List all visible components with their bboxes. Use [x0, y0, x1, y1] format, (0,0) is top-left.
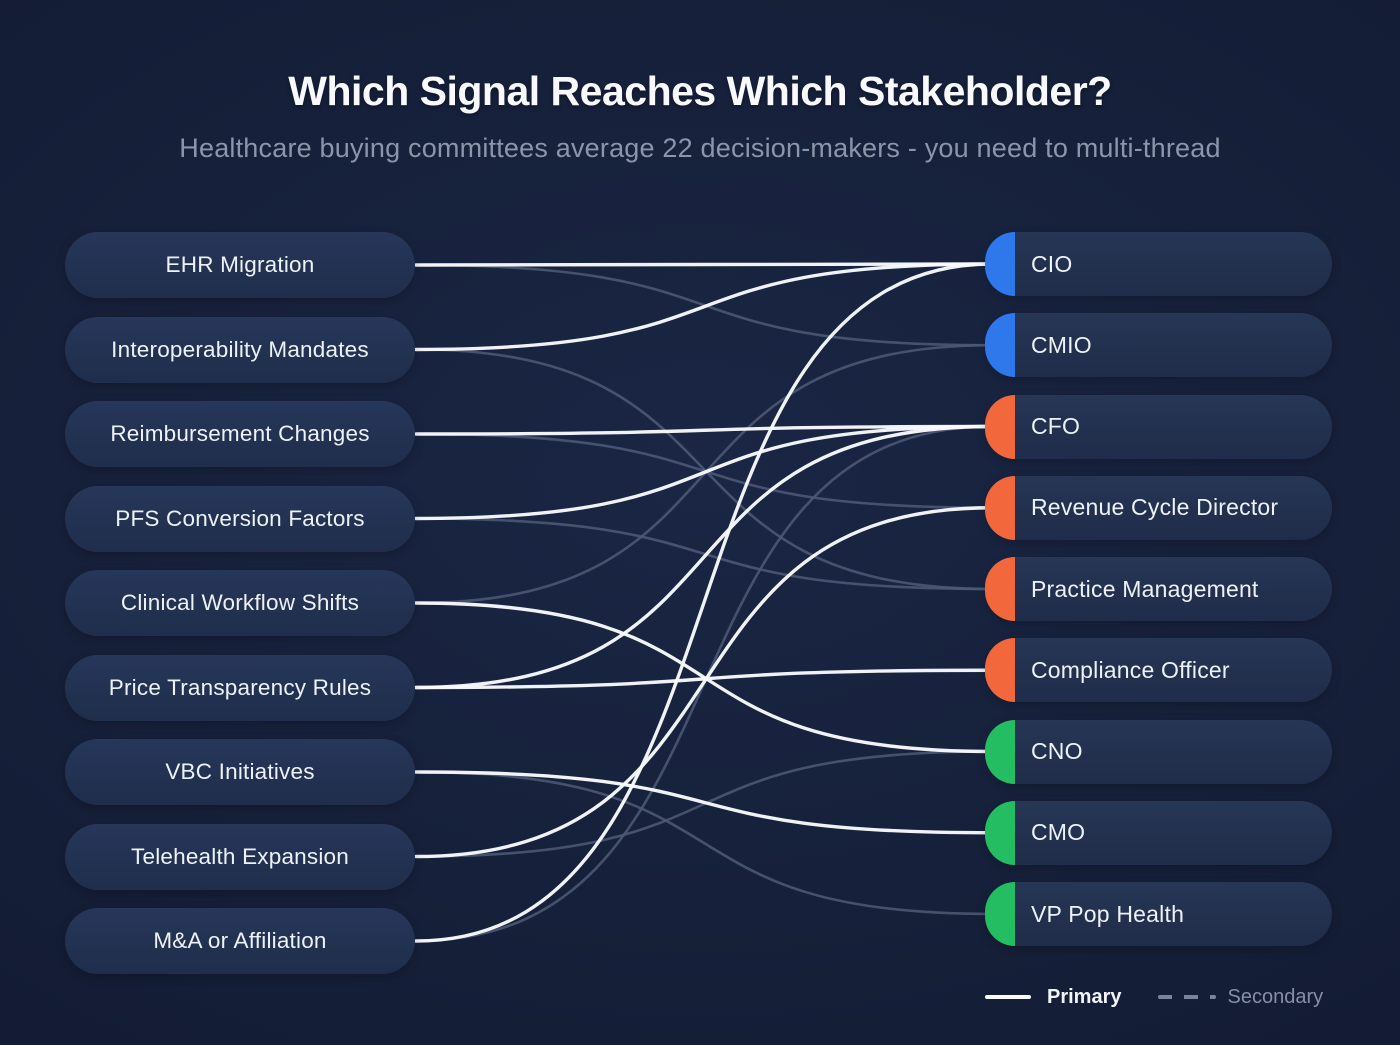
- secondary-line-swatch: [1157, 995, 1216, 999]
- stakeholder-label: Compliance Officer: [1031, 656, 1230, 683]
- signal-label: M&A or Affiliation: [153, 928, 327, 953]
- page-title: Which Signal Reaches Which Stakeholder?: [288, 68, 1112, 114]
- connection-secondary: [414, 517, 994, 591]
- signal-label: VBC Initiatives: [165, 759, 315, 784]
- connection-primary: [414, 424, 994, 521]
- primary-line-swatch: [985, 995, 1031, 999]
- page-subtitle: Healthcare buying committees average 22 …: [179, 133, 1221, 163]
- connection-primary: [414, 424, 994, 436]
- stakeholder-node: Revenue Cycle Director: [985, 475, 1332, 540]
- connection-secondary: [414, 770, 994, 916]
- signal-label: EHR Migration: [165, 252, 315, 277]
- signal-label: Interoperability Mandates: [111, 336, 369, 362]
- stakeholder-label: CIO: [1031, 250, 1073, 277]
- stakeholder-node: CNO: [985, 719, 1332, 784]
- connection-primary: [414, 668, 994, 690]
- legend-primary-label: Primary: [1047, 985, 1122, 1008]
- stakeholder-label: CMIO: [1031, 331, 1092, 358]
- connection-primary: [414, 262, 994, 352]
- connection-primary: [414, 262, 994, 943]
- stakeholder-label: CNO: [1031, 738, 1083, 764]
- signal-node: PFS Conversion Factors: [65, 485, 415, 552]
- signal-label: PFS Conversion Factors: [115, 505, 365, 531]
- signal-node: VBC Initiatives: [65, 739, 415, 805]
- signal-node: Clinical Workflow Shifts: [65, 570, 415, 636]
- stakeholder-label: Revenue Cycle Director: [1031, 494, 1279, 521]
- legend: Primary Secondary: [985, 984, 1345, 1010]
- stakeholder-node: CIO: [985, 232, 1332, 296]
- stakeholder-node: CFO: [985, 394, 1332, 459]
- signal-label: Clinical Workflow Shifts: [120, 590, 360, 615]
- connection-secondary: [414, 348, 994, 591]
- signal-node: Price Transparency Rules: [65, 654, 415, 721]
- stakeholder-label: VP Pop Health: [1031, 900, 1185, 927]
- stakeholder-node: CMIO: [985, 313, 1332, 378]
- connection-primary: [414, 424, 994, 690]
- stakeholder-node: Compliance Officer: [985, 638, 1332, 703]
- signal-node: M&A or Affiliation: [65, 908, 415, 974]
- connection-primary: [414, 262, 994, 267]
- stakeholder-node: CMO: [985, 800, 1332, 865]
- stakeholder-node: Practice Management: [985, 557, 1332, 621]
- stakeholder-label: CMO: [1031, 819, 1086, 846]
- signal-label: Reimbursement Changes: [110, 421, 370, 446]
- stakeholder-label: CFO: [1031, 413, 1081, 439]
- signal-node: Interoperability Mandates: [65, 316, 415, 383]
- signal-node: Reimbursement Changes: [65, 401, 415, 467]
- connection-primary: [414, 506, 994, 859]
- signal-label: Price Transparency Rules: [108, 674, 372, 700]
- signal-node: EHR Migration: [65, 232, 415, 298]
- signal-node: Telehealth Expansion: [65, 823, 415, 890]
- legend-secondary-label: Secondary: [1227, 985, 1324, 1008]
- connection-primary: [414, 770, 994, 835]
- header: Which Signal Reaches Which Stakeholder? …: [0, 0, 1400, 164]
- stakeholder-label: Practice Management: [1031, 575, 1259, 602]
- stakeholder-node: VP Pop Health: [985, 882, 1332, 946]
- signal-label: Telehealth Expansion: [131, 843, 349, 869]
